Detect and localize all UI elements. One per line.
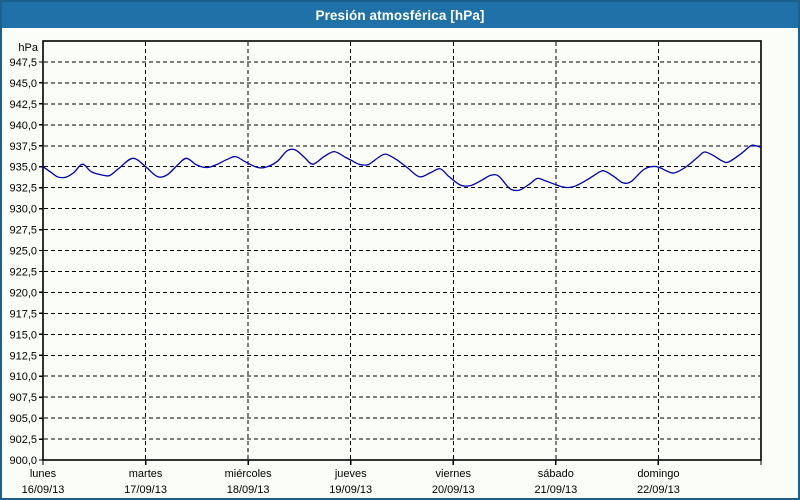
y-tick-label: 945,0 [9, 78, 37, 90]
x-day-label: miércoles [225, 468, 273, 480]
window-titlebar: Presión atmosférica [hPa] [2, 2, 798, 28]
y-tick-label: 942,5 [9, 99, 37, 111]
y-axis-unit-label: hPa [18, 42, 38, 54]
y-tick-label: 947,5 [9, 57, 37, 69]
y-tick-label: 902,5 [9, 434, 37, 446]
y-tick-label: 940,0 [9, 120, 37, 132]
y-tick-label: 935,0 [9, 162, 37, 174]
y-tick-label: 915,0 [9, 329, 37, 341]
pressure-line-chart: hPa 947,5 945,0 942,5 940,0 937,5 935,0 932,5 9… [9, 40, 762, 496]
y-tick-label: 910,0 [9, 371, 37, 383]
y-tick-label: 922,5 [9, 266, 37, 278]
x-day-label: sábado [538, 468, 574, 480]
chart-area: hPa 947,5 945,0 942,5 940,0 937,5 935,0 932,5 9… [2, 28, 798, 498]
x-day-label: martes [129, 468, 163, 480]
y-tick-label: 912,5 [9, 350, 37, 362]
plot-border [42, 40, 762, 461]
y-tick-label: 930,0 [9, 204, 37, 216]
x-date-label: 19/09/13 [329, 484, 372, 496]
y-tick-label: 905,0 [9, 413, 37, 425]
x-day-label: viernes [436, 468, 472, 480]
x-date-label: 22/09/13 [637, 484, 680, 496]
x-day-label: jueves [334, 468, 367, 480]
x-date-label: 16/09/13 [22, 484, 65, 496]
y-tick-label: 907,5 [9, 392, 37, 404]
x-date-label: 17/09/13 [124, 484, 167, 496]
window-title: Presión atmosférica [hPa] [315, 7, 485, 23]
x-date-label: 21/09/13 [534, 484, 577, 496]
x-day-label: domingo [637, 468, 679, 480]
x-date-label: 20/09/13 [432, 484, 475, 496]
y-tick-label: 927,5 [9, 225, 37, 237]
y-tick-label: 900,0 [9, 455, 37, 467]
y-tick-label: 925,0 [9, 246, 37, 258]
y-tick-label: 920,0 [9, 287, 37, 299]
y-tick-label: 917,5 [9, 308, 37, 320]
x-date-label: 18/09/13 [227, 484, 270, 496]
x-day-label: lunes [30, 468, 57, 480]
pressure-line [42, 144, 762, 192]
y-tick-label: 932,5 [9, 183, 37, 195]
y-tick-label: 937,5 [9, 141, 37, 153]
